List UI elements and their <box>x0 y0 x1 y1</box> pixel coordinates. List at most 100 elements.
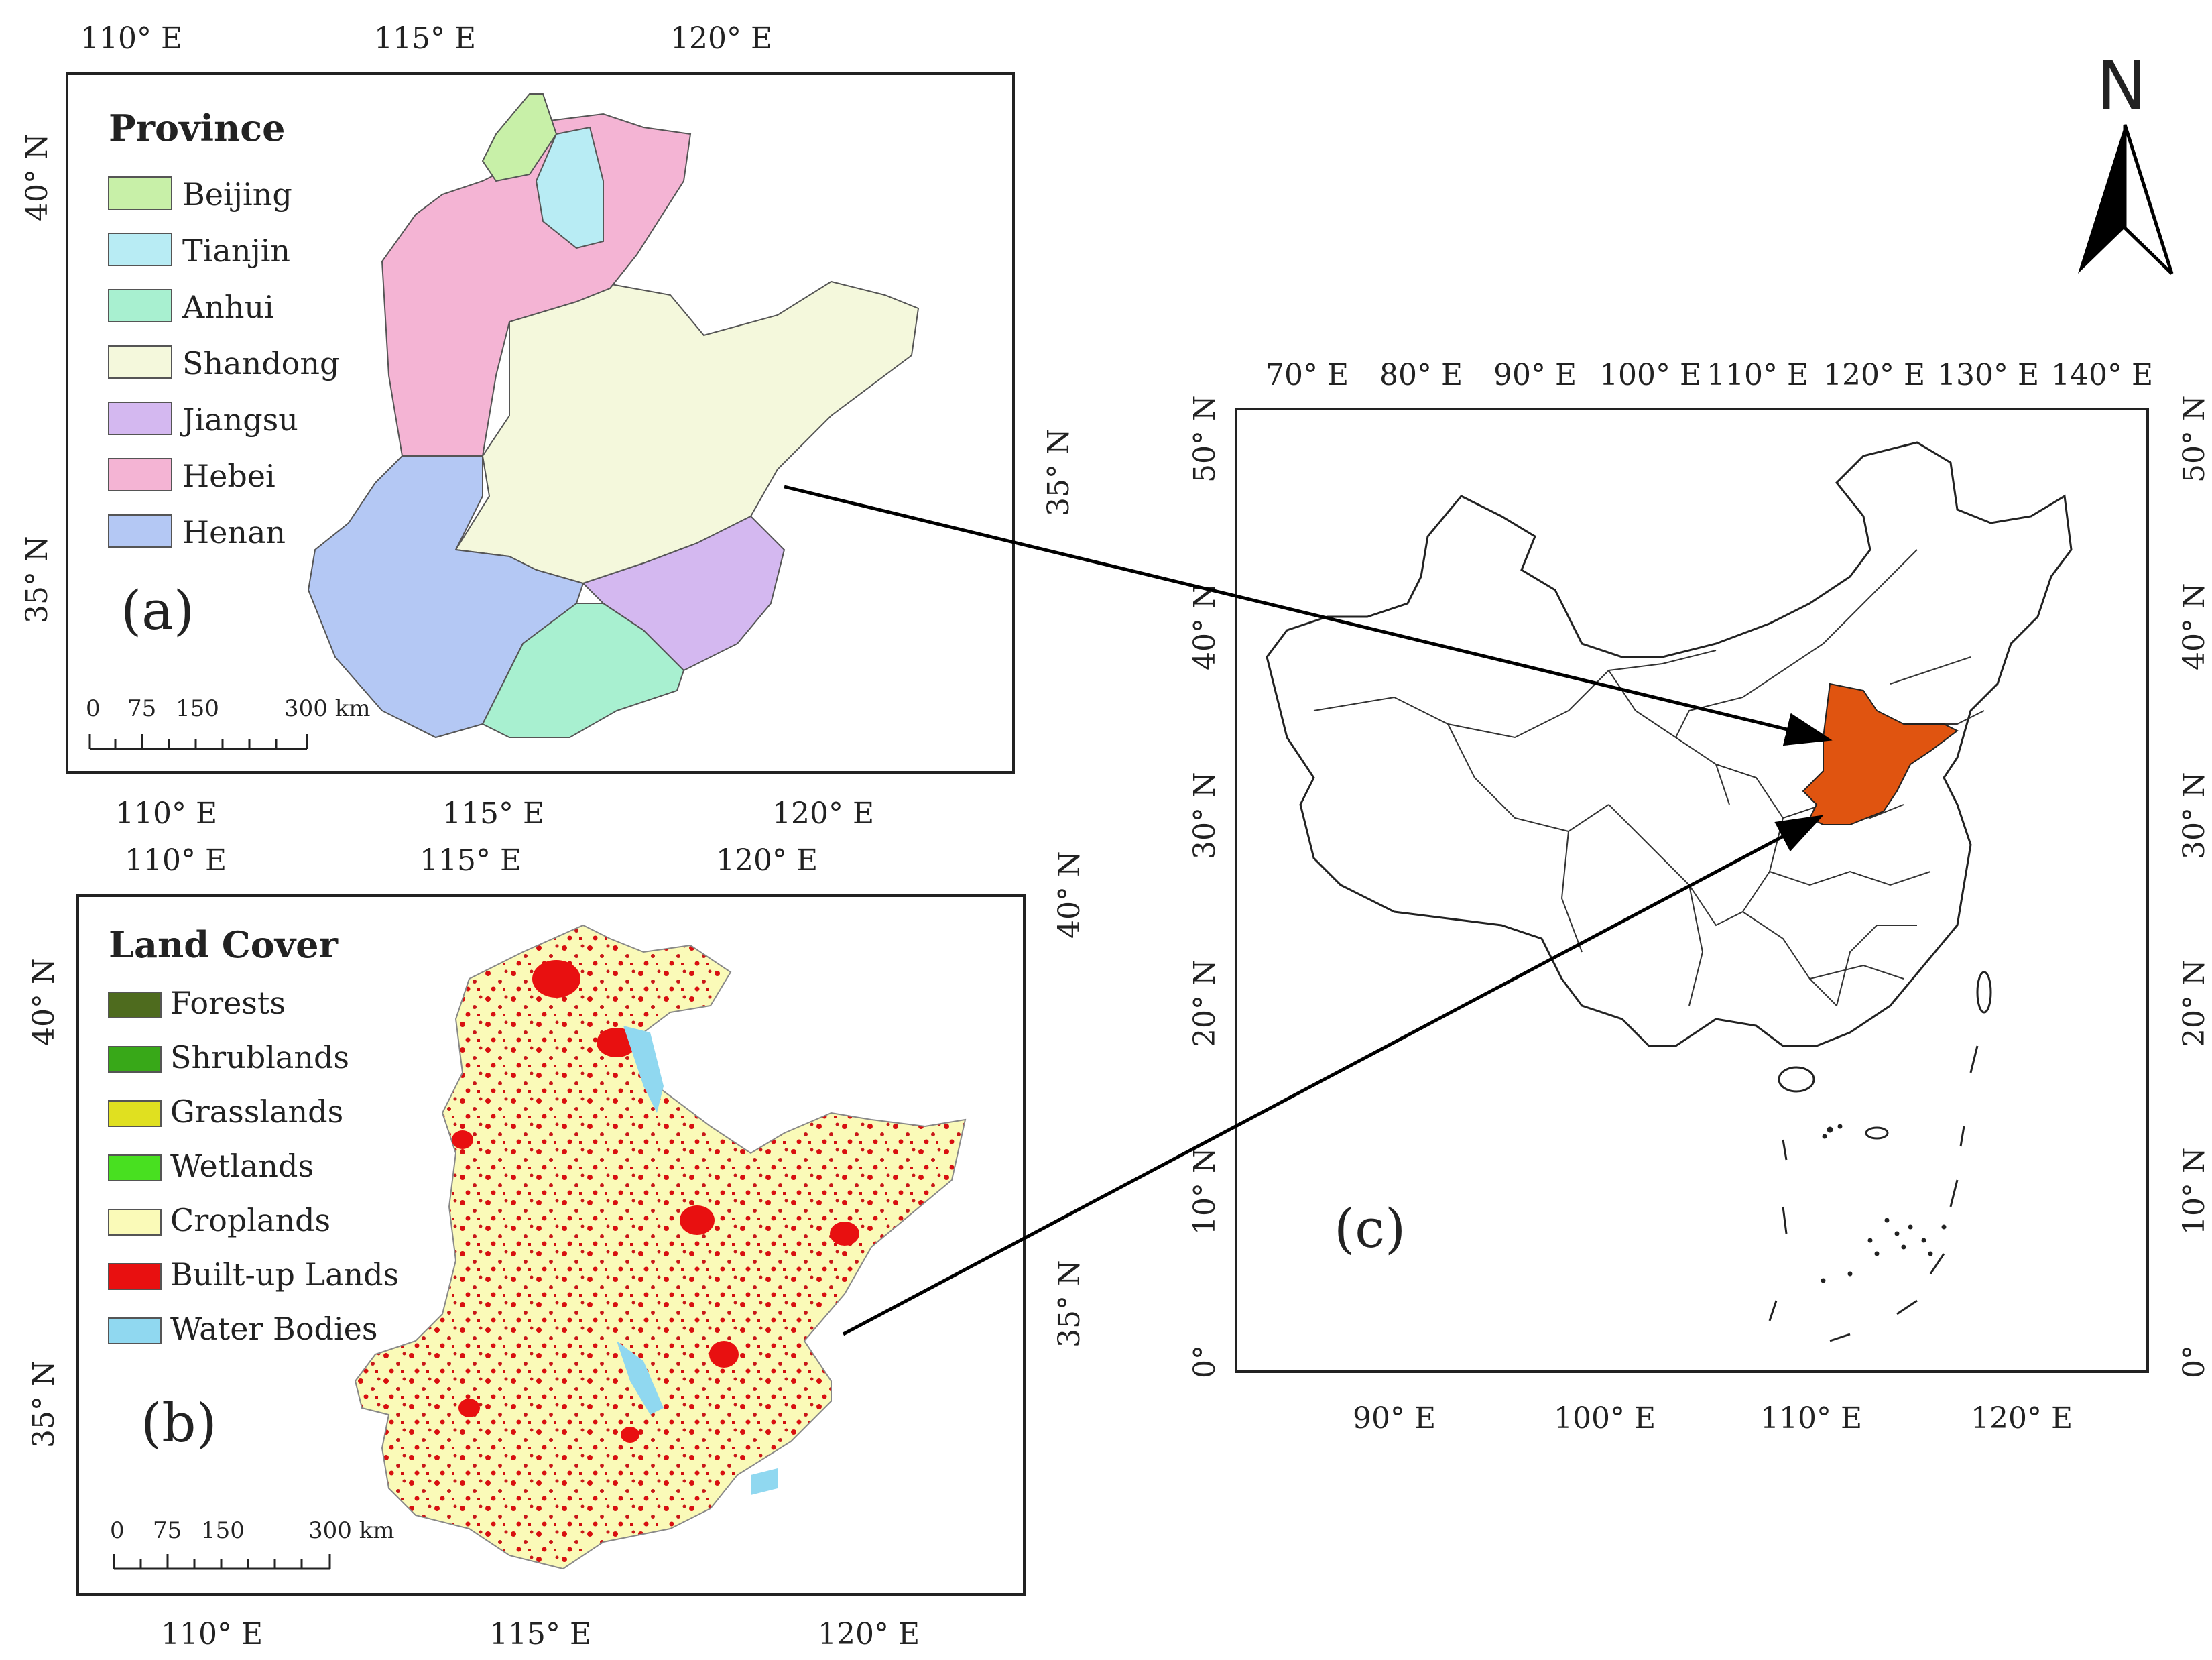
scale-label: 150 <box>176 695 219 722</box>
study-area-highlight <box>1802 683 1959 825</box>
legend-swatch <box>108 992 162 1018</box>
tick-label: 50° N <box>1188 396 1222 483</box>
built-up-cluster <box>452 1130 473 1149</box>
connector-arrow-a <box>784 485 1833 746</box>
panel-a-label: (a) <box>121 579 194 642</box>
province-tianjin <box>535 126 604 249</box>
tick-label: 40° N <box>1052 851 1087 939</box>
panel-b-legend-title: Land Cover <box>109 923 339 966</box>
tick-label: 110° E <box>125 843 227 878</box>
tick-label: 100° E <box>1599 358 1701 392</box>
water-body <box>751 1468 778 1495</box>
scale-label: 300 km <box>308 1517 395 1544</box>
panel-c-china-map: (c) 70° E 80° E 90° E 100° E 110° E 120°… <box>1188 358 2211 1435</box>
tick-label: 90° E <box>1493 358 1577 392</box>
china-outline <box>1266 441 2073 1047</box>
legend-label: Hebei <box>182 458 275 494</box>
built-up-cluster <box>621 1427 639 1443</box>
legend-swatch <box>108 514 172 548</box>
scale-label: 75 <box>153 1517 182 1544</box>
legend-label: Jiangsu <box>180 402 298 438</box>
legend-swatch <box>108 1046 162 1073</box>
panel-b-land-cover-map: Land Cover Forests Shrublands Grasslands We… <box>27 843 1087 1651</box>
tick-label: 0° <box>1188 1345 1222 1378</box>
legend-label: Forests <box>170 985 286 1021</box>
tick-label: 120° E <box>670 21 772 56</box>
tick-label: 40° N <box>1188 583 1222 670</box>
scale-label: 150 <box>201 1517 245 1544</box>
water-body <box>617 1341 664 1415</box>
tick-label: 80° E <box>1379 358 1463 392</box>
built-up-cluster <box>830 1222 859 1246</box>
legend-swatch <box>108 1100 162 1127</box>
legend-label: Croplands <box>170 1202 330 1238</box>
legend-swatch <box>108 1263 162 1290</box>
legend-swatch <box>108 289 172 322</box>
tick-label: 35° N <box>1052 1260 1087 1348</box>
tick-label: 110° E <box>1760 1401 1862 1435</box>
tick-label: 35° N <box>27 1361 61 1448</box>
legend-swatch <box>108 233 172 266</box>
scale-label: 0 <box>86 695 101 722</box>
scale-label: 0 <box>110 1517 125 1544</box>
panel-a-scale-bar: 0 75 150 300 km <box>86 695 371 750</box>
legend-swatch <box>108 458 172 491</box>
legend-label: Grasslands <box>170 1093 343 1130</box>
tick-label: 30° N <box>2177 772 2211 859</box>
tick-label: 120° E <box>1823 358 1925 392</box>
province-hebei <box>381 113 692 457</box>
connector-arrow-b <box>842 815 1824 1336</box>
tick-label: 120° E <box>1971 1401 2073 1435</box>
tick-label: 50° N <box>2177 396 2211 483</box>
tick-label: 120° E <box>716 843 818 878</box>
legend-swatch <box>108 345 172 379</box>
tick-label: 30° N <box>1188 772 1222 859</box>
legend-label: Built-up Lands <box>170 1256 399 1293</box>
legend-swatch <box>108 1154 162 1181</box>
legend-label: Shrublands <box>170 1039 349 1075</box>
water-body <box>623 1026 664 1113</box>
panel-b-scale-bar: 0 75 150 300 km <box>110 1517 395 1570</box>
nine-dash-line <box>1768 1045 1979 1342</box>
built-up-cluster <box>532 960 580 998</box>
tick-label: 130° E <box>1937 358 2039 392</box>
legend-swatch <box>108 1209 162 1236</box>
panel-b-label: (b) <box>141 1392 217 1454</box>
scale-label: 75 <box>127 695 156 722</box>
built-up-cluster <box>709 1341 739 1368</box>
legend-swatch <box>108 1317 162 1344</box>
panel-a-legend-title: Province <box>109 107 285 150</box>
tick-label: 35° N <box>20 536 54 624</box>
tick-label: 40° N <box>20 134 54 221</box>
legend-label: Henan <box>182 514 286 550</box>
legend-swatch <box>108 176 172 210</box>
tick-label: 115° E <box>374 21 476 56</box>
province-shandong <box>454 280 920 585</box>
built-up-cluster <box>680 1205 715 1235</box>
legend-label: Beijing <box>182 176 292 213</box>
tick-label: 110° E <box>161 1617 263 1651</box>
tick-label: 0° <box>2177 1345 2211 1378</box>
tick-label: 110° E <box>1707 358 1808 392</box>
tick-label: 20° N <box>2177 960 2211 1047</box>
legend-label: Water Bodies <box>170 1311 378 1347</box>
tick-label: 40° N <box>2177 583 2211 670</box>
tick-label: 115° E <box>420 843 521 878</box>
tick-label: 120° E <box>818 1617 920 1651</box>
north-arrow-left-half <box>2078 125 2125 274</box>
province-beijing <box>481 93 558 182</box>
legend-label: Anhui <box>182 289 274 325</box>
provincial-boundaries <box>1313 549 1985 1006</box>
south-china-sea-islands <box>1778 971 1992 1283</box>
north-arrow-right-half <box>2123 124 2174 275</box>
panel-c-label: (c) <box>1334 1197 1406 1260</box>
tick-label: 10° N <box>2177 1148 2211 1235</box>
tick-label: 35° N <box>1042 429 1076 516</box>
scale-label: 300 km <box>284 695 371 722</box>
tick-label: 110° E <box>80 21 182 56</box>
tick-label: 115° E <box>442 796 544 831</box>
legend-label: Tianjin <box>182 233 290 269</box>
tick-label: 110° E <box>115 796 217 831</box>
panel-b-legend: Forests Shrublands Grasslands Wetlands Cropl… <box>108 985 399 1347</box>
